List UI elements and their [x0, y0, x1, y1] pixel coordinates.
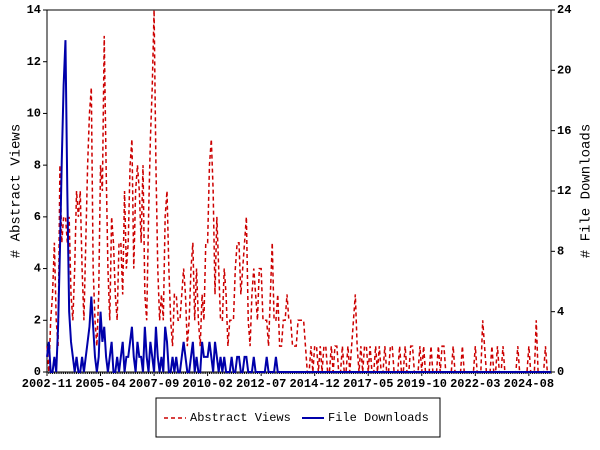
x-tick-label: 2017-05 — [343, 377, 393, 391]
y-axis-title: # Abstract Views — [9, 124, 25, 258]
x-tick-label: 2005-04 — [75, 377, 125, 391]
legend-box — [155, 397, 441, 438]
y2-tick-label: 20 — [557, 64, 571, 78]
x-tick-label: 2024-08 — [504, 377, 554, 391]
x-tick-label: 2022-03 — [450, 377, 500, 391]
y-tick-label: 0 — [34, 365, 41, 379]
x-tick-label: 2010-02 — [182, 377, 232, 391]
y-tick-label: 2 — [34, 313, 41, 327]
x-tick-label: 2012-07 — [236, 377, 286, 391]
y2-tick-label: 24 — [557, 3, 571, 17]
legend-label: Abstract Views — [190, 411, 291, 425]
x-tick-label: 2014-12 — [289, 377, 339, 391]
x-tick-label: 2019-10 — [397, 377, 447, 391]
y-tick-label: 8 — [34, 158, 41, 172]
y2-axis-title: # File Downloads — [579, 124, 595, 258]
x-tick-label: 2007-09 — [129, 377, 179, 391]
y2-tick-label: 8 — [557, 245, 564, 259]
y2-tick-label: 12 — [557, 184, 571, 198]
series-line — [46, 9, 551, 373]
y2-tick-label: 4 — [557, 305, 564, 319]
x-tick-label: 2002-11 — [22, 377, 72, 391]
series-line — [46, 40, 551, 373]
y-tick-label: 4 — [34, 262, 41, 276]
y2-tick-label: 16 — [557, 124, 571, 138]
y-tick-label: 6 — [34, 210, 41, 224]
y-tick-label: 14 — [27, 3, 41, 17]
plot-area — [46, 9, 552, 373]
y-tick-label: 10 — [27, 107, 41, 121]
y-tick-label: 12 — [27, 55, 41, 69]
y2-tick-label: 0 — [557, 365, 564, 379]
legend-label: File Downloads — [328, 411, 429, 425]
